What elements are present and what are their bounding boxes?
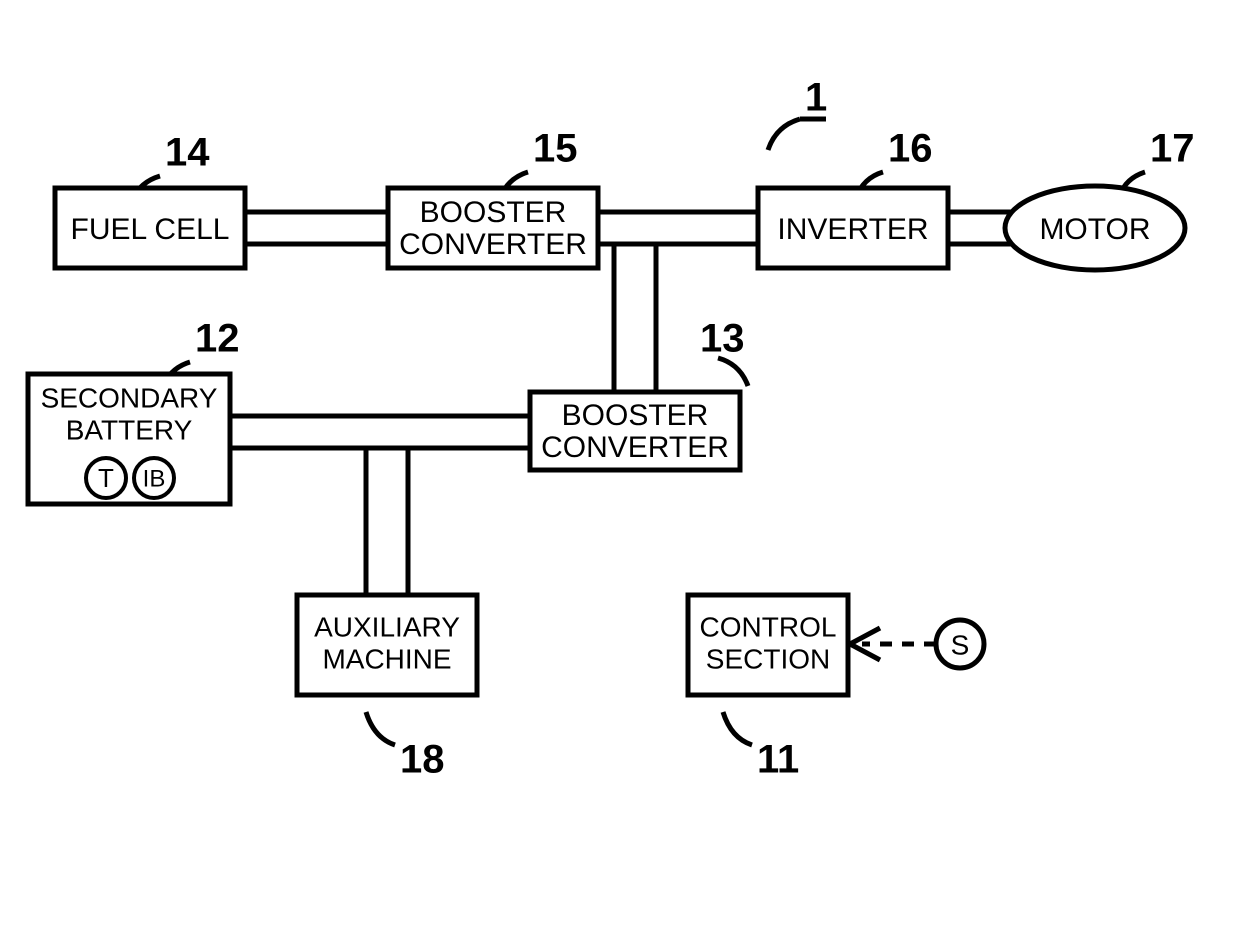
aux-label-2: MACHINE bbox=[322, 643, 451, 674]
fuel-cell-label: FUEL CELL bbox=[71, 213, 230, 246]
ref-11: 11 bbox=[757, 738, 799, 782]
bus-battery-booster2 bbox=[230, 416, 530, 448]
block-secondary-battery: SECONDARY BATTERY T IB bbox=[28, 374, 230, 504]
block-auxiliary-machine: AUXILIARY MACHINE bbox=[297, 595, 477, 695]
block-motor: MOTOR bbox=[1005, 186, 1185, 270]
booster2-label-1: BOOSTER bbox=[562, 399, 709, 432]
ref-15: 15 bbox=[533, 127, 578, 171]
bus-booster1-inverter bbox=[598, 212, 758, 244]
control-label-2: SECTION bbox=[706, 643, 830, 674]
booster1-label-1: BOOSTER bbox=[420, 196, 567, 229]
aux-label-1: AUXILIARY bbox=[314, 611, 460, 642]
booster2-label-2: CONVERTER bbox=[541, 431, 729, 464]
control-label-1: CONTROL bbox=[700, 611, 837, 642]
bus-inverter-motor bbox=[948, 212, 1012, 244]
ref-13: 13 bbox=[700, 317, 745, 361]
ref-16: 16 bbox=[888, 127, 933, 171]
block-inverter: INVERTER bbox=[758, 188, 948, 268]
ref-12: 12 bbox=[195, 317, 240, 361]
sensor-t-label: T bbox=[98, 463, 114, 493]
block-booster-converter-1: BOOSTER CONVERTER bbox=[388, 188, 598, 268]
block-booster-converter-2: BOOSTER CONVERTER bbox=[530, 392, 740, 470]
sensor-s: S bbox=[936, 620, 984, 668]
booster1-label-2: CONVERTER bbox=[399, 228, 587, 261]
bus-battery-aux bbox=[366, 448, 408, 595]
signal-s-to-control bbox=[850, 628, 936, 660]
bus-fuelcell-booster1 bbox=[245, 212, 388, 244]
battery-label-1: SECONDARY bbox=[41, 382, 218, 413]
ref-17: 17 bbox=[1150, 127, 1195, 171]
inverter-label: INVERTER bbox=[777, 213, 928, 246]
block-diagram: FUEL CELL BOOSTER CONVERTER INVERTER MOT… bbox=[0, 0, 1240, 927]
motor-label: MOTOR bbox=[1039, 213, 1150, 246]
ref-14: 14 bbox=[165, 131, 210, 175]
block-control-section: CONTROL SECTION bbox=[688, 595, 848, 695]
sensor-s-label: S bbox=[951, 629, 970, 660]
battery-label-2: BATTERY bbox=[66, 414, 193, 445]
sensor-ib-label: IB bbox=[143, 465, 166, 492]
block-fuel-cell: FUEL CELL bbox=[55, 188, 245, 268]
bus-booster2-topbus bbox=[614, 244, 656, 392]
ref-1: 1 bbox=[805, 76, 827, 120]
ref-18: 18 bbox=[400, 738, 445, 782]
